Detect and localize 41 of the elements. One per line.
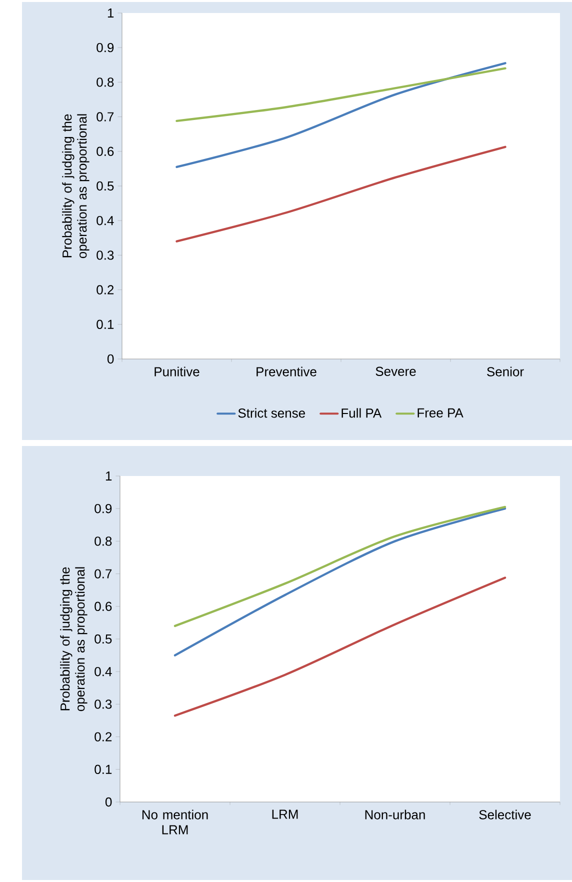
x-tick-label: LRM: [272, 810, 298, 819]
y-tick-label: 0: [107, 354, 114, 364]
x-tick-label: Severe: [376, 366, 416, 376]
line-series: [176, 67, 506, 122]
line-series: [176, 62, 506, 168]
y-tick-label: 0.4: [94, 666, 112, 676]
x-tick-label: Punitive: [154, 366, 200, 376]
y-tick-label: 0.8: [96, 78, 114, 87]
x-tick-label: Preventive: [256, 366, 316, 376]
y-tick-label: 0.7: [96, 112, 114, 122]
legend-label: Strict sense: [238, 408, 305, 418]
x-tick-label: No mention LRM: [142, 810, 208, 834]
y-tick-label: 0.6: [94, 602, 112, 611]
line-series: [174, 506, 506, 628]
y-tick-label: 0.4: [96, 216, 114, 226]
y-tick-label: 0.2: [96, 285, 114, 294]
x-tick-label: Selective: [479, 810, 531, 820]
y-tick-label: 1: [108, 8, 114, 18]
line-series: [174, 576, 506, 717]
y-tick-label: 1: [106, 472, 112, 480]
y-tick-label: 0.5: [94, 634, 112, 644]
y-tick-label: 0.9: [94, 504, 112, 514]
y-tick-label: 0.1: [96, 320, 114, 329]
x-tick-label: Senior: [487, 366, 524, 376]
x-tick-label: Non-urban: [365, 810, 425, 820]
y-tick-label: 0.9: [96, 42, 114, 52]
legend-label: Full PA: [342, 408, 382, 418]
y-tick-label: 0.6: [96, 146, 114, 156]
y-tick-label: 0: [105, 797, 112, 807]
y-axis-title: Probability of judging the operation as proportional: [62, 114, 90, 258]
legend-label: Free PA: [418, 408, 464, 418]
y-tick-label: 0.8: [94, 536, 112, 546]
y-tick-label: 0.7: [94, 569, 112, 578]
line-series: [176, 146, 506, 242]
y-tick-label: 0.3: [94, 700, 112, 709]
y-tick-label: 0.2: [94, 732, 112, 742]
y-tick-label: 0.1: [94, 764, 112, 774]
line-series: [174, 507, 506, 656]
y-axis-title: Probability of judging the operation as proportional: [60, 567, 88, 712]
y-tick-label: 0.5: [96, 181, 114, 191]
y-tick-label: 0.3: [96, 250, 114, 260]
